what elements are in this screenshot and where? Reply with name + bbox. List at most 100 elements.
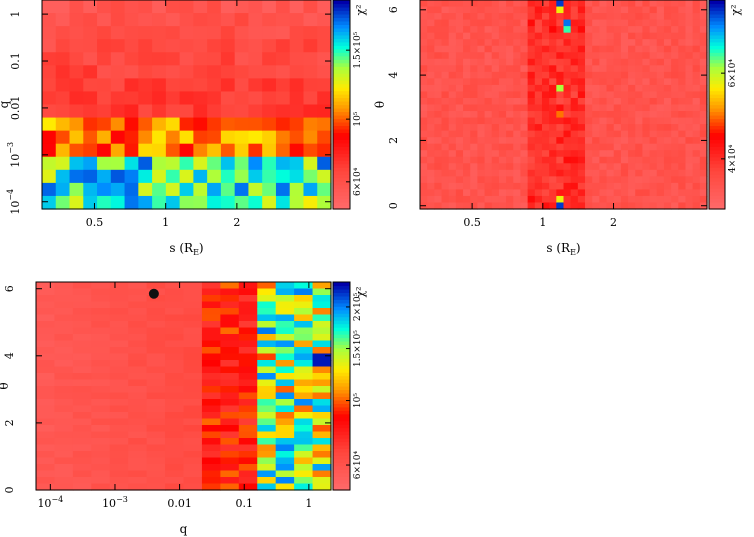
heatmap-cell xyxy=(179,52,194,66)
heatmap-cell xyxy=(685,84,694,93)
colorbar-swatch xyxy=(333,188,350,193)
heatmap-cell xyxy=(434,104,443,112)
heatmap-cell xyxy=(193,117,208,132)
heatmap-cell xyxy=(477,156,486,164)
heatmap-cell xyxy=(441,169,450,177)
heatmap-cell xyxy=(699,195,708,204)
heatmap-cell xyxy=(463,104,471,112)
heatmap-cell xyxy=(455,52,464,60)
heatmap-cell xyxy=(585,97,593,106)
heatmap-cell xyxy=(441,39,450,47)
heatmap-cell xyxy=(628,169,636,177)
heatmap-cell xyxy=(577,97,586,106)
colorbar-swatch xyxy=(709,20,725,25)
colorbar-swatch xyxy=(333,347,350,352)
heatmap-cell xyxy=(692,111,701,119)
heatmap-cell xyxy=(72,405,92,413)
heatmap-cell xyxy=(220,457,240,465)
heatmap-cell xyxy=(455,45,464,53)
heatmap-cell xyxy=(491,182,500,191)
heatmap-cell xyxy=(441,6,450,14)
heatmap-cell xyxy=(91,360,111,368)
heatmap-cell xyxy=(506,150,514,158)
heatmap-cell xyxy=(513,6,522,14)
heatmap-cell xyxy=(312,470,332,478)
heatmap-cell xyxy=(109,392,129,400)
heatmap-cell xyxy=(663,32,672,40)
colorbar-swatch xyxy=(333,406,350,411)
heatmap-cell xyxy=(165,431,185,439)
heatmap-cell xyxy=(183,444,203,452)
heatmap-cell xyxy=(427,189,435,197)
heatmap-cell xyxy=(470,156,478,164)
heatmap-cell xyxy=(484,6,493,14)
heatmap-cell xyxy=(642,97,651,106)
heatmap-cell xyxy=(470,39,478,47)
colorbar-swatch xyxy=(333,434,350,439)
heatmap-cell xyxy=(55,65,71,79)
colorbar-tick-label: 1.5×10⁵ xyxy=(353,31,363,68)
heatmap-cell xyxy=(649,202,658,210)
heatmap-cell xyxy=(54,353,74,361)
heatmap-cell xyxy=(207,130,222,145)
heatmap-cell xyxy=(441,19,450,27)
colorbar-swatch xyxy=(333,118,350,123)
heatmap-cell xyxy=(585,13,593,21)
heatmap-cell xyxy=(599,78,608,86)
heatmap-cell xyxy=(128,360,148,368)
heatmap-cell xyxy=(257,334,277,342)
heatmap-cell xyxy=(54,334,74,342)
heatmap-cell xyxy=(541,71,550,79)
heatmap-cell xyxy=(534,163,543,171)
heatmap-cell xyxy=(692,202,701,210)
heatmap-cell xyxy=(275,117,291,132)
heatmap-cell xyxy=(238,282,258,290)
heatmap-cell xyxy=(549,124,557,132)
heatmap-cell xyxy=(613,182,622,191)
y-axis-label: θ xyxy=(373,101,387,108)
heatmap-cell xyxy=(420,111,428,119)
heatmap-cell xyxy=(663,78,672,86)
heatmap-cell xyxy=(165,353,185,361)
heatmap-cell xyxy=(470,45,478,53)
heatmap-cell xyxy=(97,104,112,119)
heatmap-cell xyxy=(628,150,636,158)
colorbar-swatch xyxy=(333,160,350,165)
heatmap-cell xyxy=(635,32,644,40)
heatmap-cell xyxy=(470,52,478,60)
heatmap-cell xyxy=(592,65,600,73)
heatmap-cell xyxy=(470,117,478,125)
heatmap-cell xyxy=(220,52,236,66)
heatmap-cell xyxy=(606,195,615,204)
heatmap-cell xyxy=(671,26,679,34)
heatmap-cell xyxy=(109,386,129,394)
heatmap-cell xyxy=(549,137,557,145)
heatmap-cell xyxy=(448,13,457,21)
heatmap-cell xyxy=(628,117,636,125)
heatmap-cell xyxy=(303,169,318,184)
heatmap-cell xyxy=(234,143,250,158)
heatmap-cell xyxy=(72,321,92,329)
heatmap-cell xyxy=(498,13,507,21)
heatmap-cell xyxy=(36,360,56,368)
heatmap-cell xyxy=(563,26,572,34)
heatmap-cell xyxy=(506,45,514,53)
heatmap-cell xyxy=(220,431,240,439)
heatmap-cell xyxy=(434,52,443,60)
heatmap-cell xyxy=(128,347,148,355)
heatmap-cell xyxy=(294,353,314,361)
heatmap-cell xyxy=(556,124,565,132)
colorbar-swatch xyxy=(333,306,350,311)
heatmap-cell xyxy=(491,32,500,40)
colorbar-swatch xyxy=(333,48,350,53)
heatmap-cell xyxy=(248,143,263,158)
heatmap-cell xyxy=(577,117,586,125)
heatmap-cell xyxy=(36,366,56,374)
heatmap-cell xyxy=(541,117,550,125)
heatmap-cell xyxy=(36,392,56,400)
heatmap-cell xyxy=(420,117,428,125)
colorbar-swatch xyxy=(333,181,350,186)
heatmap-cell xyxy=(620,150,629,158)
heatmap-cell xyxy=(491,65,500,73)
heatmap-cell xyxy=(491,26,500,34)
